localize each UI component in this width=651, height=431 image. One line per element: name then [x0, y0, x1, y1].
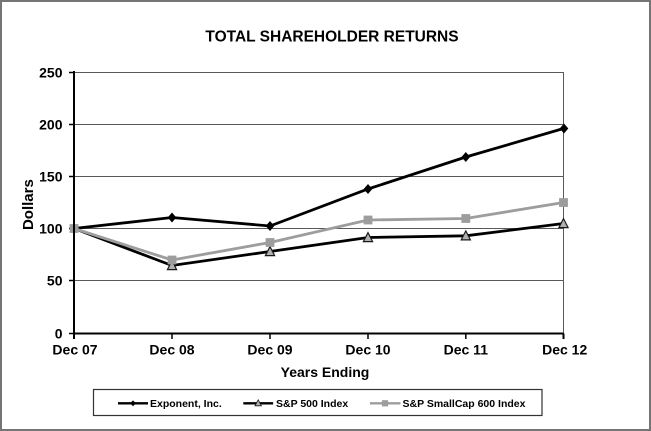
- svg-text:Dec 07: Dec 07: [52, 342, 97, 358]
- svg-text:50: 50: [47, 273, 63, 289]
- svg-text:Dec 09: Dec 09: [247, 342, 292, 358]
- svg-text:S&P 500 Index: S&P 500 Index: [276, 398, 348, 410]
- svg-text:250: 250: [39, 65, 63, 81]
- svg-text:200: 200: [39, 117, 63, 133]
- svg-text:Exponent, Inc.: Exponent, Inc.: [150, 398, 222, 410]
- svg-text:S&P SmallCap 600 Index: S&P SmallCap 600 Index: [403, 398, 526, 410]
- svg-text:150: 150: [39, 169, 63, 185]
- svg-text:Dec 08: Dec 08: [149, 342, 194, 358]
- svg-text:Dec 11: Dec 11: [444, 342, 489, 358]
- svg-text:0: 0: [55, 326, 63, 342]
- svg-text:100: 100: [39, 221, 63, 237]
- svg-text:Dollars: Dollars: [20, 179, 37, 230]
- svg-text:Years Ending: Years Ending: [281, 364, 370, 380]
- svg-text:Dec 12: Dec 12: [542, 342, 587, 358]
- svg-text:Dec 10: Dec 10: [345, 342, 390, 358]
- svg-text:TOTAL SHAREHOLDER RETURNS: TOTAL SHAREHOLDER RETURNS: [205, 29, 458, 46]
